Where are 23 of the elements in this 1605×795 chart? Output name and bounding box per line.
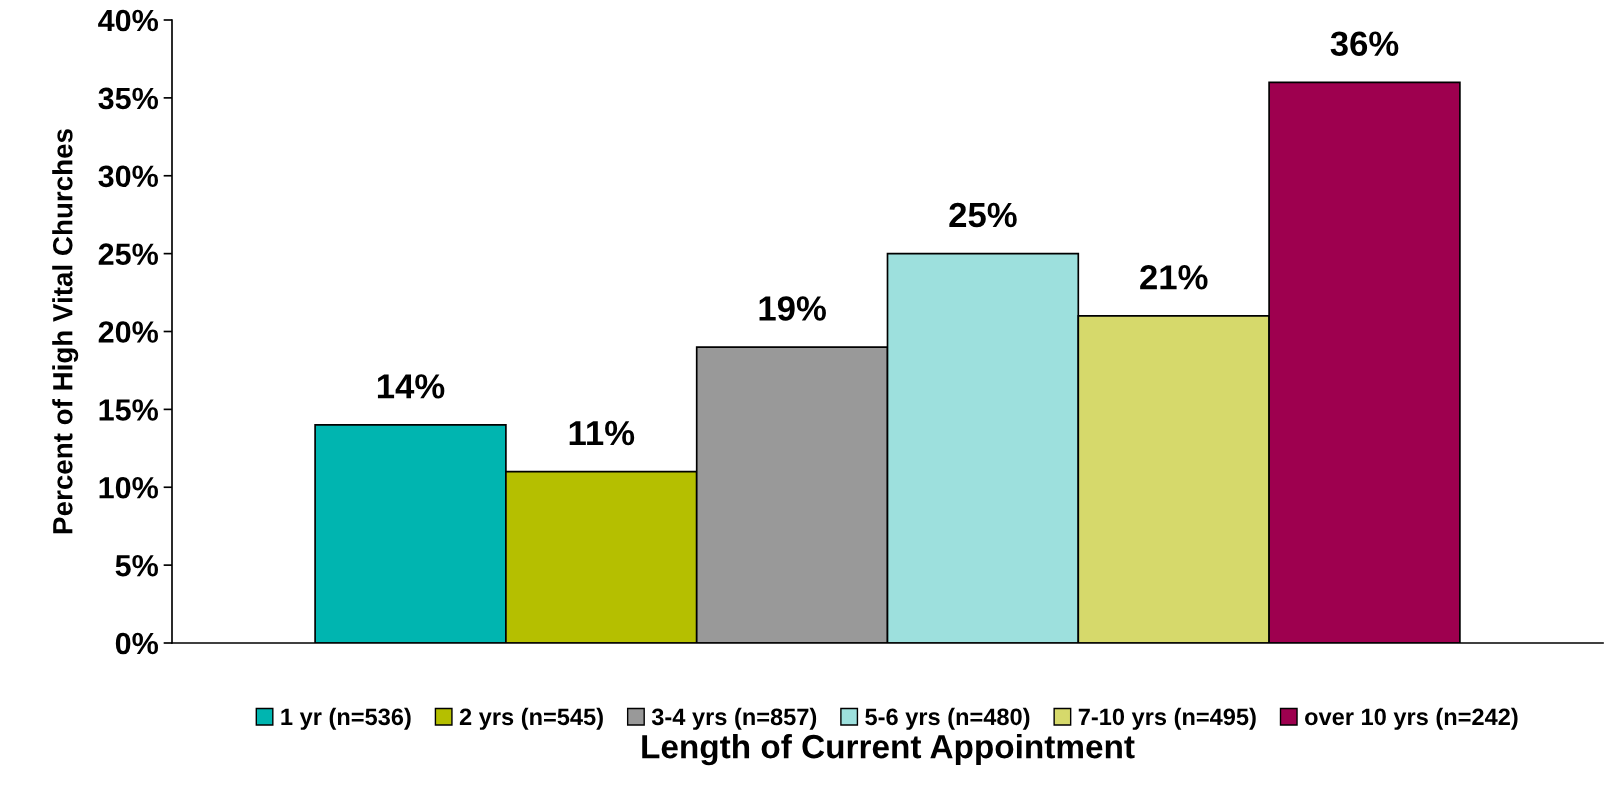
- legend-label: 1 yr (n=536): [281, 707, 411, 730]
- y-tick-label: 25%: [98, 243, 158, 265]
- y-axis-title: Percent of High Vital Churches: [52, 129, 79, 534]
- data-label: 21%: [1140, 265, 1208, 290]
- y-tick-label: 35%: [98, 87, 158, 110]
- legend-label: 2 yrs (n=545): [459, 707, 603, 730]
- y-tick-label: 10%: [99, 476, 158, 499]
- y-tick-label: 40%: [98, 9, 158, 32]
- x-axis-title: Length of Current Appointment: [642, 733, 1135, 766]
- y-tick-label: 15%: [99, 399, 158, 421]
- y-tick-label: 30%: [98, 165, 158, 188]
- data-label: 11%: [569, 420, 635, 446]
- y-tick-label: 0%: [115, 632, 158, 655]
- data-label: 25%: [949, 202, 1017, 228]
- legend-label: 7-10 yrs (n=495): [1078, 707, 1256, 730]
- legend-label: 3-4 yrs (n=857): [651, 707, 817, 730]
- y-tick-label: 20%: [98, 321, 158, 343]
- legend-label: 5-6 yrs (n=480): [865, 707, 1030, 730]
- y-tick-label: 5%: [115, 554, 158, 577]
- data-label: 19%: [759, 296, 826, 321]
- data-label: 36%: [1330, 31, 1399, 57]
- legend-label: over 10 yrs (n=242): [1305, 707, 1518, 730]
- data-label: 14%: [377, 374, 445, 399]
